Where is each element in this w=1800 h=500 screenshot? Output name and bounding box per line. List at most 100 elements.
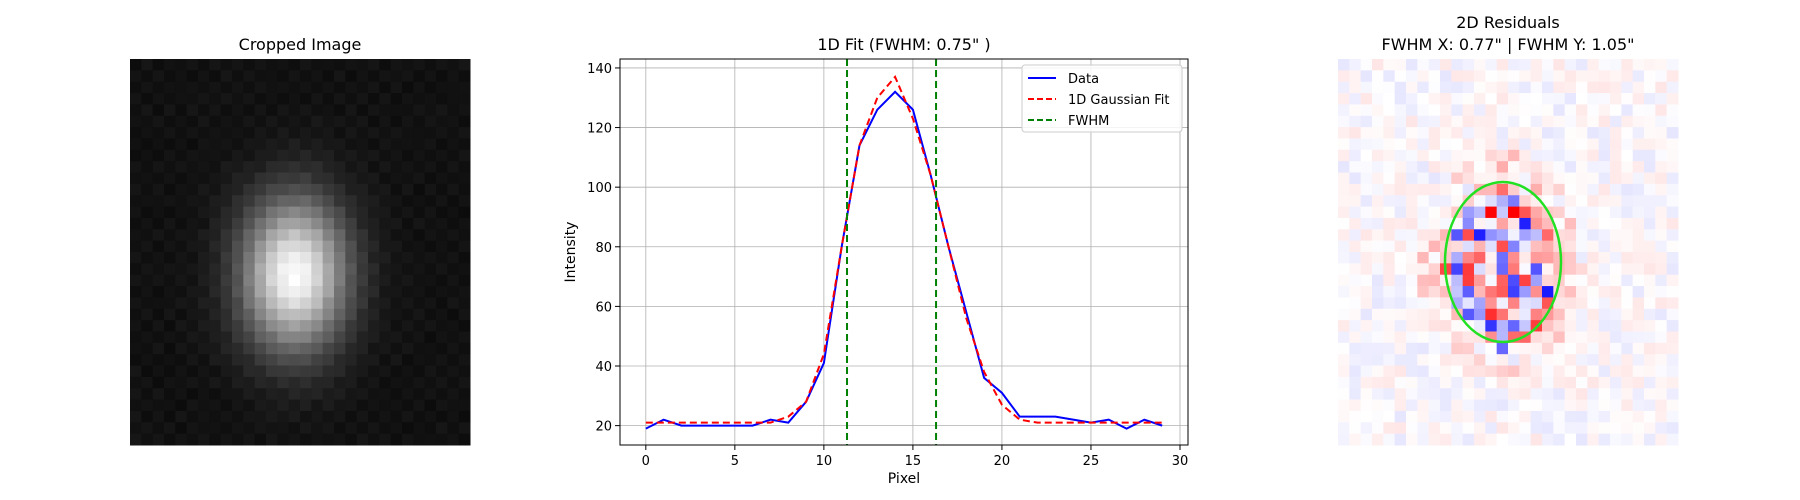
residual-pixel (1564, 115, 1577, 128)
residual-pixel (1428, 320, 1441, 332)
residual-pixel (1349, 138, 1362, 151)
cropped-image-pixel (232, 388, 244, 401)
cropped-image-pixel (379, 81, 392, 94)
cropped-image-pixel (186, 229, 199, 242)
residual-pixel (1632, 252, 1645, 264)
residual-pixel (1372, 195, 1384, 208)
residual-pixel (1587, 433, 1600, 446)
residual-pixel (1485, 81, 1498, 94)
residual-pixel (1383, 161, 1396, 174)
residual-pixel (1598, 217, 1611, 230)
cropped-image-pixel (130, 297, 142, 310)
residual-pixel (1610, 354, 1622, 367)
residual-pixel (1360, 388, 1373, 401)
cropped-image-pixel (322, 320, 335, 332)
cropped-image-pixel (164, 320, 176, 332)
residual-pixel (1587, 161, 1600, 174)
cropped-image-pixel (402, 252, 414, 264)
cropped-image-pixel (390, 183, 403, 196)
cropped-image-pixel (288, 115, 301, 128)
cropped-image-pixel (277, 286, 290, 298)
residual-pixel (1666, 410, 1679, 423)
cropped-image-pixel (254, 252, 267, 264)
cropped-image-pixel (254, 388, 267, 401)
cropped-image-pixel (130, 70, 142, 83)
cropped-image-pixel (232, 297, 244, 310)
residual-pixel (1496, 161, 1509, 174)
cropped-image-pixel (368, 331, 380, 344)
residual-pixel (1383, 320, 1396, 332)
cropped-image-pixel (232, 286, 244, 298)
cropped-image-pixel (402, 274, 414, 287)
cropped-image-pixel (436, 217, 448, 230)
residual-pixel (1564, 229, 1577, 242)
cropped-image-pixel (277, 331, 290, 344)
cropped-image-pixel (300, 297, 312, 310)
residual-pixel (1542, 274, 1554, 287)
residual-pixel (1372, 127, 1384, 139)
residual-pixel (1496, 422, 1509, 435)
residual-pixel (1417, 59, 1430, 71)
cropped-image-pixel (288, 252, 301, 264)
residual-pixel (1417, 183, 1430, 196)
residual-pixel (1576, 149, 1588, 162)
residual-pixel (1644, 297, 1656, 310)
residual-pixel (1485, 354, 1498, 367)
residual-pixel (1644, 354, 1656, 367)
residual-pixel (1383, 365, 1396, 378)
residual-pixel (1349, 81, 1362, 94)
cropped-image-pixel (198, 195, 210, 208)
residual-pixel (1440, 342, 1452, 355)
cropped-image-pixel (390, 399, 403, 412)
cropped-image-pixel (402, 149, 414, 162)
residual-pixel (1644, 240, 1656, 253)
cropped-image-pixel (277, 433, 290, 446)
residual-pixel (1576, 195, 1588, 208)
residual-pixel (1349, 252, 1362, 264)
residual-pixel (1530, 331, 1543, 344)
residual-pixel (1621, 81, 1634, 94)
residual-pixel (1417, 81, 1430, 94)
residual-pixel (1428, 240, 1441, 253)
residual-pixel (1610, 217, 1622, 230)
cropped-image-pixel (266, 149, 278, 162)
residual-pixel (1360, 195, 1373, 208)
cropped-image-pixel (458, 422, 471, 435)
cropped-image-pixel (209, 263, 222, 276)
cropped-image-pixel (379, 183, 392, 196)
cropped-image-pixel (436, 229, 448, 242)
cropped-image-pixel (458, 127, 471, 139)
cropped-image-pixel (186, 331, 199, 344)
residual-pixel (1417, 195, 1430, 208)
cropped-image-pixel (198, 138, 210, 151)
cropped-image-pixel (209, 70, 222, 83)
cropped-image-pixel (413, 161, 426, 174)
cropped-image-pixel (209, 59, 222, 71)
cropped-image-pixel (175, 376, 188, 389)
residual-pixel (1621, 115, 1634, 128)
residual-pixel (1576, 263, 1588, 276)
residual-pixel (1496, 172, 1509, 185)
residual-pixel (1655, 149, 1668, 162)
residual-pixel (1462, 81, 1475, 94)
cropped-image-pixel (447, 410, 460, 423)
cropped-image-pixel (356, 433, 369, 446)
residual-pixel (1542, 376, 1554, 389)
cropped-image-pixel (288, 59, 301, 71)
residual-pixel (1474, 320, 1486, 332)
cropped-image-pixel (356, 331, 369, 344)
residual-pixel (1530, 365, 1543, 378)
cropped-image-pixel (300, 138, 312, 151)
cropped-image-pixel (254, 70, 267, 83)
residual-pixel (1621, 127, 1634, 139)
cropped-image-pixel (424, 274, 437, 287)
residual-pixel (1485, 297, 1498, 310)
residual-pixel (1485, 59, 1498, 71)
cropped-image-pixel (436, 104, 448, 117)
cropped-image-pixel (436, 388, 448, 401)
cropped-image-pixel (368, 286, 380, 298)
cropped-image-pixel (447, 376, 460, 389)
cropped-image-pixel (164, 354, 176, 367)
residual-pixel (1338, 217, 1350, 230)
residual-pixel (1644, 286, 1656, 298)
